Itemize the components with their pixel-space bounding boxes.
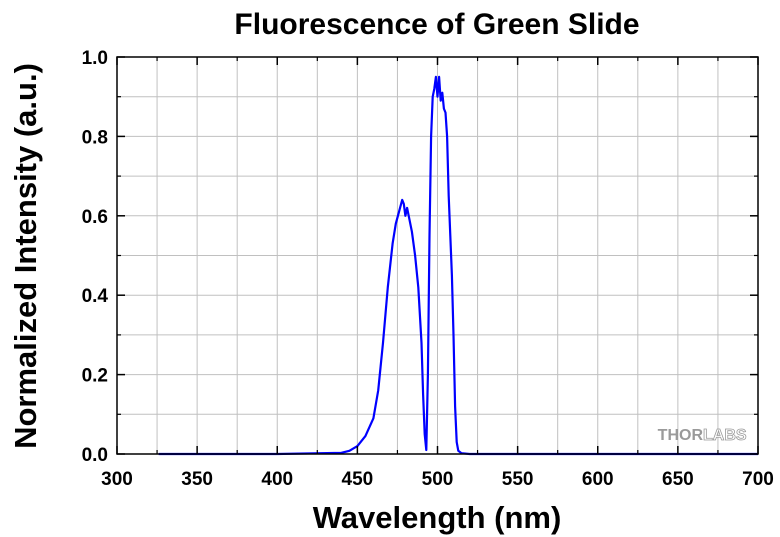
series-line-0 [158,75,758,456]
watermark-thor: THOR [658,427,704,444]
thorlabs-watermark: THOR LABS [658,427,748,445]
x-tick-label: 400 [261,469,293,490]
x-tick-label: 700 [742,469,774,490]
y-tick-label: 0.8 [82,127,108,148]
y-tick-label: 0.0 [82,445,108,466]
y-tick-label: 0.6 [82,207,108,228]
x-axis: 300 350 400 450 500 550 600 650 700 [101,57,774,490]
y-tick-label: 0.4 [82,286,109,307]
x-tick-label: 350 [181,469,213,490]
x-tick-label: 600 [582,469,614,490]
y-tick-label: 0.2 [82,366,108,387]
chart-title: Fluorescence of Green Slide [234,8,639,41]
data-layer [158,75,758,456]
x-tick-label: 550 [502,469,534,490]
x-tick-label: 500 [422,469,454,490]
x-axis-label: Wavelength (nm) [313,500,562,535]
x-tick-label: 300 [101,469,133,490]
x-tick-label: 450 [342,469,374,490]
x-tick-label: 650 [662,469,694,490]
y-axis: 0.0 0.2 0.4 0.6 0.8 1.0 [82,48,758,466]
watermark-labs: LABS [703,427,747,444]
y-tick-label: 1.0 [82,48,108,69]
grid-lines [117,57,758,454]
y-axis-label: Normalized Intensity (a.u.) [8,63,43,449]
